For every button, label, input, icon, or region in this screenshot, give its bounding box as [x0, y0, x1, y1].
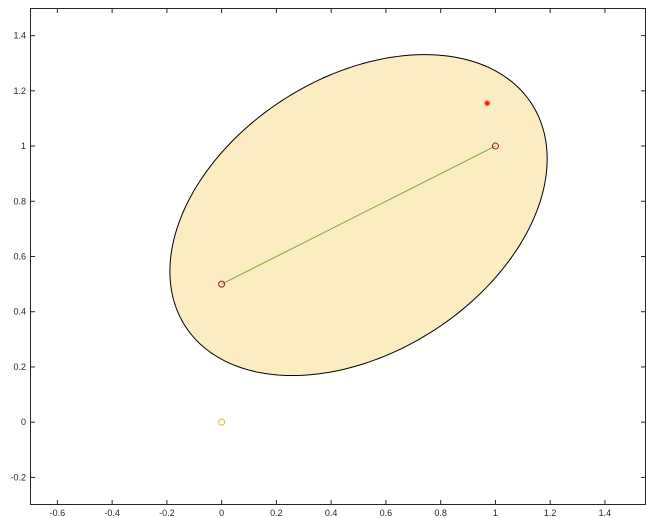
x-tick-label: 1: [493, 508, 498, 518]
x-tick-label: 1.2: [544, 508, 557, 518]
x-tick-label: 0.2: [270, 508, 283, 518]
x-tick-label: -0.4: [104, 508, 120, 518]
x-tick-label: -0.2: [159, 508, 175, 518]
data-point-0: [218, 280, 226, 288]
data-point-1: [491, 142, 499, 150]
x-tick-label: 0.6: [380, 508, 393, 518]
x-tick-label: 0: [219, 508, 224, 518]
y-tick-label: 0.8: [13, 196, 26, 206]
y-tick-label: 0.2: [13, 362, 26, 372]
asterisk-stroke: [484, 100, 490, 106]
y-tick-label: 1: [21, 141, 26, 151]
y-tick-label: 1.2: [13, 86, 26, 96]
x-tick-label: 0.4: [325, 508, 338, 518]
x-tick-label: 1.4: [599, 508, 612, 518]
y-tick-label: 0.6: [13, 252, 26, 262]
connector-line: [221, 145, 496, 285]
y-tick-label: 0.4: [13, 307, 26, 317]
x-tick-label: 0.8: [434, 508, 447, 518]
data-point-2: [218, 418, 226, 426]
y-tick-label: 0: [21, 417, 26, 427]
x-tick-label: -0.6: [50, 508, 66, 518]
y-tick-label: -0.2: [10, 472, 26, 482]
data-point-asterisk: [484, 100, 491, 107]
y-tick-label: 1.4: [13, 31, 26, 41]
